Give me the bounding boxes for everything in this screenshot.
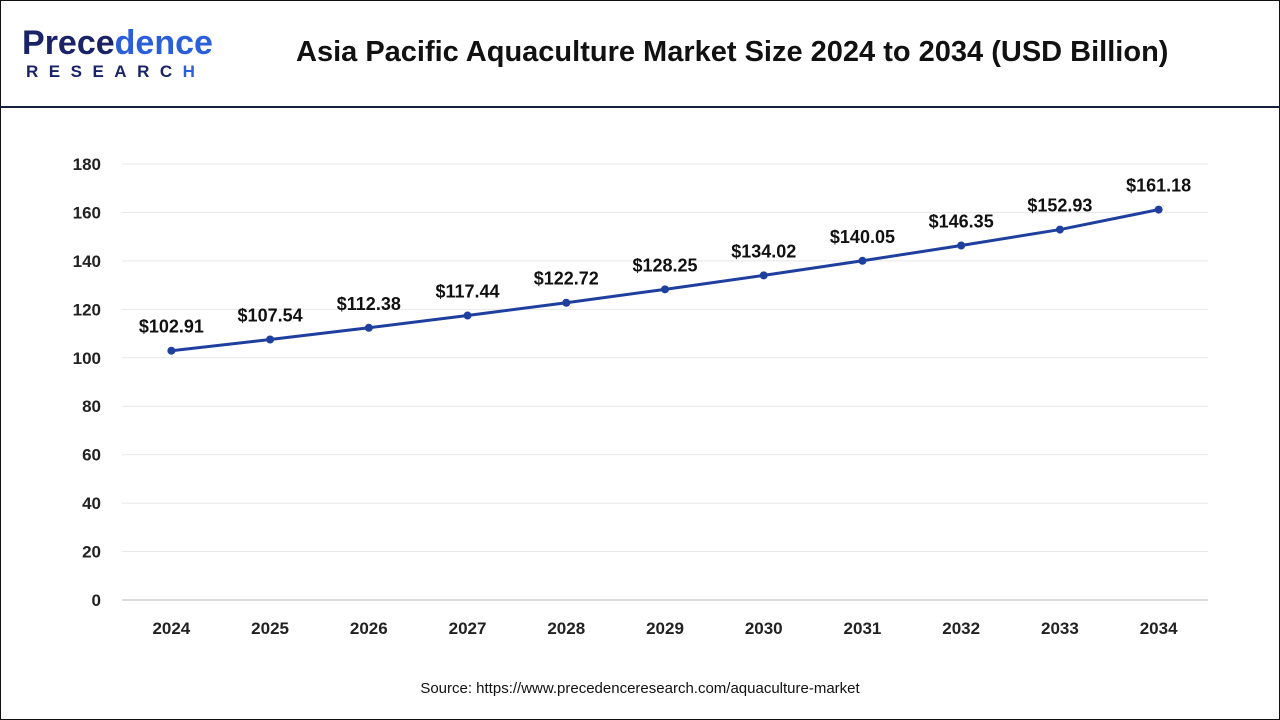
y-tick-label: 40: [82, 494, 101, 513]
data-point: [661, 285, 669, 294]
y-tick-label: 180: [73, 155, 101, 174]
data-point: [167, 346, 176, 355]
x-tick-label: 2033: [1041, 619, 1079, 638]
data-point: [266, 335, 275, 344]
x-tick-label: 2034: [1140, 619, 1178, 638]
data-label: $134.02: [731, 241, 796, 261]
y-tick-label: 20: [82, 543, 101, 562]
data-label: $112.38: [337, 294, 401, 314]
data-point: [562, 298, 571, 307]
x-tick-label: 2027: [449, 619, 487, 638]
x-tick-label: 2032: [942, 619, 980, 638]
y-tick-label: 120: [73, 300, 101, 319]
y-tick-label: 60: [82, 446, 101, 465]
data-label: $140.05: [830, 227, 895, 247]
data-point: [463, 311, 472, 320]
data-label: $152.93: [1027, 196, 1092, 216]
source-note: Source: https://www.precedenceresearch.c…: [420, 680, 860, 697]
data-label: $146.35: [929, 212, 994, 232]
x-tick-label: 2024: [152, 619, 190, 638]
header: Precedence RESEARCH Asia Pacific Aquacul…: [0, 0, 1280, 108]
data-label: $122.72: [534, 269, 599, 289]
x-tick-label: 2025: [251, 619, 289, 638]
data-point: [364, 323, 373, 332]
data-label: $161.18: [1126, 176, 1191, 196]
y-tick-label: 80: [82, 397, 101, 416]
data-point: [858, 256, 867, 265]
data-point: [1154, 205, 1163, 214]
data-point: [759, 271, 768, 280]
x-tick-label: 2028: [547, 619, 585, 638]
precedence-research-logo: Precedence RESEARCH: [22, 24, 213, 81]
series-line: [171, 208, 1159, 353]
y-tick-label: 100: [73, 349, 101, 368]
data-label: $107.54: [238, 306, 303, 326]
data-label: $128.25: [632, 255, 697, 275]
y-tick-label: 140: [73, 252, 101, 271]
data-label: $117.44: [436, 282, 500, 302]
data-point: [1055, 225, 1064, 234]
x-tick-label: 2030: [745, 619, 783, 638]
x-tick-label: 2026: [350, 619, 388, 638]
x-tick-label: 2029: [646, 619, 684, 638]
x-tick-label: 2031: [844, 619, 882, 638]
data-label: $102.91: [139, 317, 204, 337]
y-tick-label: 0: [92, 591, 101, 610]
chart-title: Asia Pacific Aquaculture Market Size 202…: [296, 36, 1169, 68]
data-point: [957, 241, 966, 250]
y-tick-label: 160: [73, 203, 101, 222]
